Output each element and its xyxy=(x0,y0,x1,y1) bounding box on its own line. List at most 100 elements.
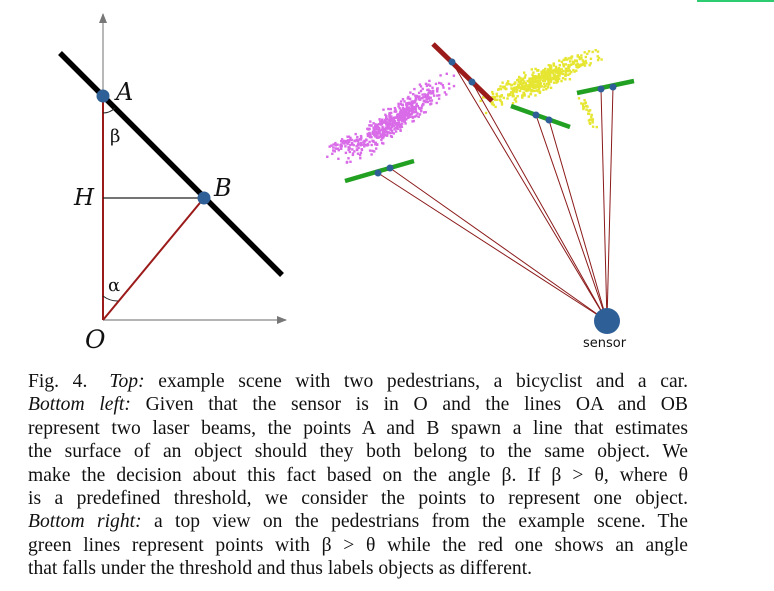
pedestrian-1-point xyxy=(335,147,338,150)
pedestrian-1-point xyxy=(430,102,433,105)
pedestrian-2-point xyxy=(534,94,537,97)
pedestrian-2-point xyxy=(504,87,508,91)
pedestrian-2-point xyxy=(528,86,531,90)
pedestrian-1-point xyxy=(452,84,456,88)
caption-top-label: Top: xyxy=(109,371,145,392)
pedestrian-1-point xyxy=(332,149,335,152)
green-surface-segment-2 xyxy=(510,103,571,130)
pedestrian-1-point xyxy=(359,144,362,147)
pedestrian-1-point xyxy=(421,87,424,91)
pedestrian-1-point xyxy=(371,149,374,153)
pedestrian-2-point xyxy=(540,71,544,74)
pedestrian-2-point xyxy=(549,64,552,67)
pedestrian-2-point xyxy=(572,62,575,66)
pedestrian-1-point xyxy=(344,145,347,148)
sensor-hit-point xyxy=(386,164,394,172)
pedestrian-2-point xyxy=(569,60,572,63)
beam-OB xyxy=(102,197,205,321)
pedestrian-1-point xyxy=(435,101,438,105)
pedestrian-2-point xyxy=(543,82,546,86)
caption-line-5: make the decision about this fact based … xyxy=(28,464,688,486)
pedestrian-2-point xyxy=(576,54,579,57)
pedestrian-2-point xyxy=(491,90,494,94)
pedestrian-1-point xyxy=(401,103,404,107)
pedestrian-2-point xyxy=(498,98,502,101)
pedestrian-1-point xyxy=(445,72,448,75)
pedestrian-1-point xyxy=(406,102,409,105)
pedestrian-2-point xyxy=(527,84,530,87)
pedestrian-2-point xyxy=(536,75,539,78)
pedestrian-1-point xyxy=(403,100,406,103)
pedestrian-1-point xyxy=(402,109,405,112)
pedestrian-1-point xyxy=(406,109,409,112)
pedestrian-1-point xyxy=(359,157,362,160)
pedestrian-2-point xyxy=(511,102,515,105)
pedestrian-1-point xyxy=(413,87,416,91)
green-surface-segment-3 xyxy=(576,78,635,96)
pedestrian-1-point xyxy=(408,97,412,100)
pedestrian-1-point xyxy=(366,134,370,138)
laser-beam xyxy=(471,81,608,322)
pedestrian-1-point xyxy=(410,112,414,115)
pedestrian-1-point xyxy=(380,138,383,142)
pedestrian-1-point xyxy=(384,113,387,116)
pedestrian-1-point xyxy=(366,132,369,136)
pedestrian-1-point xyxy=(397,121,401,124)
pedestrian-1-point xyxy=(387,127,390,130)
figure: A B H O β α sensor xyxy=(58,13,635,354)
pedestrian-2-point xyxy=(574,63,578,66)
pedestrian-1-point xyxy=(430,99,434,102)
pedestrian-1-point xyxy=(384,130,388,133)
pedestrian-1-point xyxy=(429,96,432,99)
pedestrian-1-point xyxy=(447,82,451,85)
pedestrian-2-point xyxy=(536,82,539,85)
caption-bottom-left-label: Bottom left: xyxy=(28,394,131,416)
pedestrian-2-point xyxy=(590,115,593,119)
pedestrian-1-point xyxy=(400,116,403,119)
pedestrian-2-point xyxy=(518,80,521,83)
pedestrian-2-point xyxy=(589,118,592,121)
pedestrian-1-point xyxy=(425,84,429,88)
pedestrian-2-point xyxy=(512,89,515,92)
sensor-hit-point xyxy=(468,78,476,86)
pedestrian-2-point xyxy=(583,64,587,67)
pedestrian-2-point xyxy=(493,95,497,99)
pedestrian-1-point xyxy=(349,160,352,163)
pedestrian-1-point xyxy=(421,96,425,99)
pedestrian-2-point xyxy=(583,99,586,102)
pedestrian-2-point xyxy=(494,98,497,102)
pedestrian-1-point xyxy=(407,95,410,99)
pedestrian-1-point xyxy=(343,142,346,145)
pedestrian-1-point xyxy=(383,120,386,123)
pedestrian-1-point xyxy=(368,127,371,131)
caption-top-text: example scene with two pedestrians, a bi… xyxy=(144,371,689,392)
pedestrian-1-point xyxy=(378,126,381,129)
pedestrian-2-point xyxy=(584,55,587,59)
caption-line-3: represent two laser beams, the points A … xyxy=(28,417,688,439)
pedestrian-1-point xyxy=(399,110,402,113)
pedestrian-2-point xyxy=(537,73,541,76)
pedestrian-1-point xyxy=(349,143,352,147)
pedestrian-1-point xyxy=(344,140,347,143)
pedestrian-1-point xyxy=(372,133,376,137)
pedestrian-1-point xyxy=(357,146,360,150)
pedestrian-2-point xyxy=(526,79,529,83)
pedestrian-2-point xyxy=(547,71,550,75)
pedestrian-1-point xyxy=(388,111,391,115)
pedestrian-2-point xyxy=(517,84,520,88)
pedestrian-1-point xyxy=(374,143,377,146)
sensor-hit-point xyxy=(374,169,382,177)
pedestrian-2-point xyxy=(544,67,547,71)
pedestrian-1-point xyxy=(397,114,401,117)
pedestrian-2-point xyxy=(557,75,560,78)
pedestrian-1-point xyxy=(437,97,441,100)
pedestrian-1-point xyxy=(334,141,337,145)
pedestrian-1-point xyxy=(395,121,398,125)
surface-line xyxy=(58,51,284,277)
pedestrian-1-point xyxy=(337,147,340,150)
pedestrian-2-point xyxy=(517,78,520,81)
pedestrian-2-point xyxy=(575,59,578,62)
pedestrian-1-point xyxy=(400,111,403,114)
pedestrian-2-point xyxy=(543,76,546,79)
pedestrian-2-point xyxy=(552,81,556,84)
